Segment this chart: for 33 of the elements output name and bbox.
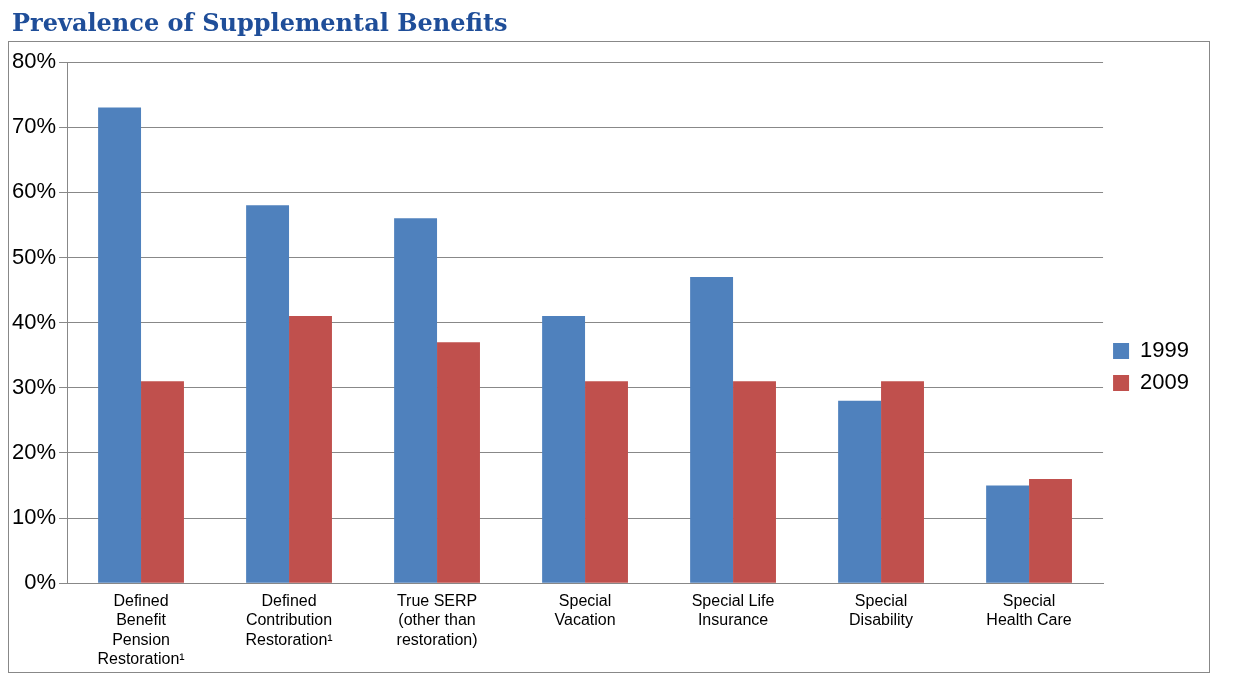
x-tick-label: Special Life Insurance	[691, 592, 775, 629]
x-tick-label: Special Health Care	[986, 592, 1072, 629]
bar	[394, 218, 438, 583]
x-tick-label: Defined Benefit Pension Restoration¹	[97, 592, 185, 667]
bar	[289, 316, 332, 583]
bar	[437, 342, 480, 583]
bar	[98, 107, 142, 583]
y-tick-label: 20%	[11, 438, 57, 464]
bar	[141, 381, 184, 583]
x-tick-label: True SERP (other than restoration)	[396, 592, 478, 648]
legend-label: 2009	[1140, 369, 1190, 395]
bar	[690, 277, 734, 583]
bar	[986, 485, 1030, 583]
y-tick-label: 0%	[24, 569, 57, 595]
y-tick-label: 60%	[11, 178, 57, 204]
bar	[733, 381, 776, 583]
x-tick-label: Defined Contribution Restoration¹	[245, 592, 333, 648]
bar	[585, 381, 628, 583]
y-tick-label: 80%	[11, 48, 57, 74]
y-tick-label: 40%	[11, 308, 57, 334]
y-tick-label: 70%	[11, 113, 57, 139]
bar	[1029, 478, 1072, 583]
bar	[881, 381, 924, 583]
y-tick-label: 10%	[11, 504, 57, 530]
bar	[542, 316, 586, 583]
x-tick-label: Special Disability	[849, 592, 914, 629]
x-tick-label: Special Vacation	[554, 592, 616, 629]
legend-label: 1999	[1140, 337, 1190, 363]
bar	[838, 400, 882, 583]
y-tick-label: 30%	[11, 373, 57, 399]
bar	[246, 205, 290, 583]
y-tick-label: 50%	[11, 243, 57, 269]
chart-title: Prevalence of Supplemental Benefits	[12, 8, 509, 37]
